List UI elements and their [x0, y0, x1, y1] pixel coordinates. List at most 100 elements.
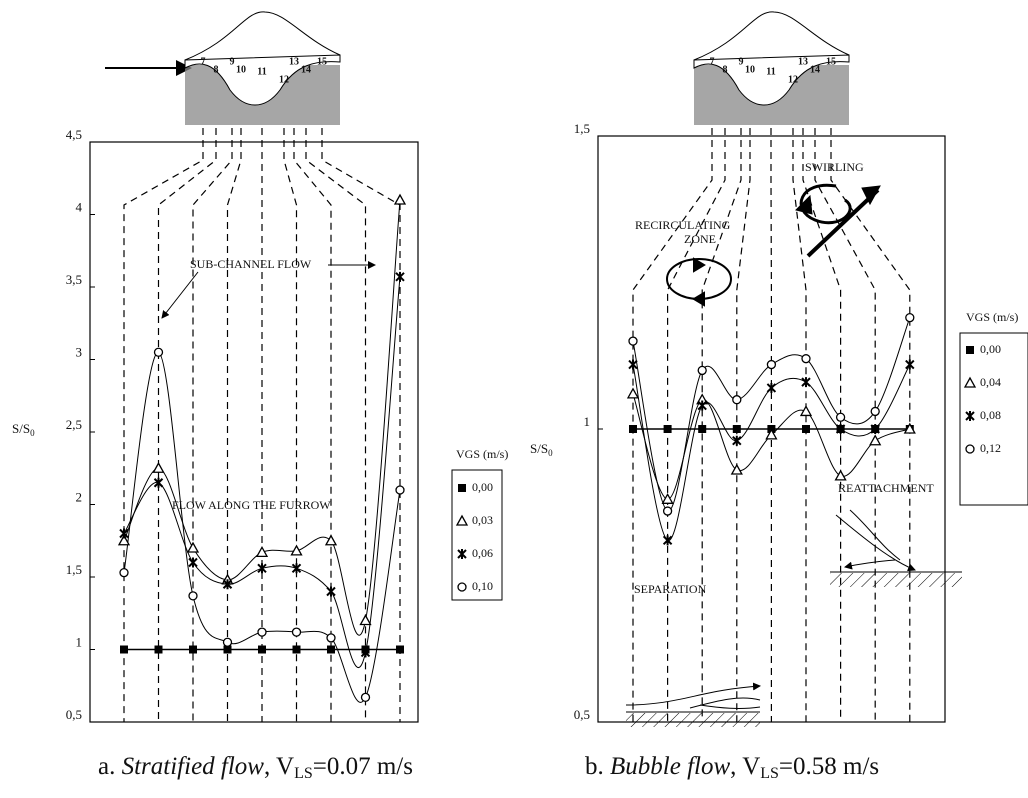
- station-label: 11: [766, 66, 775, 77]
- connector-line: [632, 128, 713, 722]
- y-axis-label: S/S0: [12, 421, 35, 438]
- marker-cross: [801, 377, 811, 388]
- legend-swatch: [966, 346, 974, 354]
- marker-triangle: [661, 492, 674, 504]
- caption-italic: Bubble flow: [610, 753, 730, 780]
- marker-cross: [291, 563, 302, 574]
- station-label: 12: [788, 74, 798, 85]
- annotation: SEPARATION: [634, 582, 707, 596]
- marker-cross: [360, 647, 371, 658]
- connector-line: [192, 128, 233, 722]
- marker-circle: [222, 637, 233, 647]
- marker-triangle: [152, 461, 165, 473]
- marker-square: [154, 645, 163, 654]
- marker-square: [258, 645, 266, 654]
- marker-triangle: [186, 541, 200, 553]
- legend-label: 0,08: [980, 408, 1001, 422]
- marker-cross: [222, 579, 233, 590]
- y-tick-label: 3,5: [66, 272, 82, 287]
- marker-circle: [119, 568, 129, 578]
- marker-cross: [835, 424, 846, 434]
- marker-cross: [119, 528, 129, 539]
- series-line: [632, 393, 910, 500]
- marker-square: [292, 645, 301, 654]
- connector-line: [830, 128, 911, 722]
- connector-line: [802, 128, 842, 722]
- legend-label: 0,12: [980, 441, 1001, 455]
- y-tick-label: 2,5: [66, 417, 82, 432]
- legend-marker: [963, 376, 977, 388]
- legend-marker: [965, 411, 975, 421]
- station-label: 7: [710, 56, 715, 67]
- marker-cross: [395, 271, 405, 282]
- caption-sub: LS: [760, 765, 779, 782]
- station-label: 14: [301, 64, 311, 75]
- caption: b. Bubble flow, VLS=0.58 m/s: [585, 753, 879, 782]
- station-label: 10: [236, 64, 246, 75]
- caption-mid: , V: [264, 753, 294, 780]
- caption-prefix: a.: [98, 753, 122, 780]
- y-tick-label: 4,5: [66, 127, 82, 142]
- connector-line: [293, 128, 332, 722]
- marker-triangle: [730, 463, 743, 475]
- inset-hill: [693, 11, 850, 61]
- marker-square: [802, 425, 810, 433]
- legend-marker: [965, 444, 975, 454]
- marker-triangle: [290, 544, 303, 556]
- connector-line: [736, 128, 751, 722]
- connector-line: [321, 128, 401, 722]
- marker-square: [223, 645, 232, 654]
- y-tick-label: 1,5: [574, 121, 590, 136]
- y-tick-label: 2: [76, 489, 83, 504]
- marker-triangle: [255, 546, 269, 557]
- marker-circle: [905, 313, 915, 323]
- marker-cross: [766, 382, 777, 393]
- marker-cross: [628, 359, 638, 370]
- y-axis-label-main: S/S: [12, 421, 30, 436]
- marker-circle: [188, 591, 198, 601]
- marker-circle: [766, 359, 777, 370]
- legend-marker: [455, 514, 469, 526]
- marker-triangle: [393, 193, 407, 205]
- legend-label: 0,10: [472, 579, 493, 593]
- annotation: REATTACHMENT: [838, 481, 934, 495]
- marker-circle: [697, 365, 707, 376]
- caption-tail: =0.58 m/s: [779, 753, 879, 780]
- y-axis-label: S/S0: [530, 441, 553, 458]
- station-label: 7: [201, 56, 206, 67]
- series-line: [123, 199, 401, 636]
- legend-title: VGS (m/s): [966, 310, 1018, 324]
- caption-italic: Stratified flow: [122, 753, 265, 780]
- marker-square: [663, 425, 672, 433]
- swirl-icon: [795, 183, 881, 258]
- marker-triangle: [869, 434, 882, 446]
- y-axis-label-sub: 0: [548, 448, 553, 458]
- marker-cross: [905, 359, 915, 370]
- station-label: 12: [279, 74, 289, 85]
- marker-square: [629, 425, 637, 433]
- station-label: 8: [723, 64, 728, 75]
- marker-circle: [801, 354, 811, 364]
- marker-circle: [291, 627, 302, 637]
- series-line: [123, 276, 401, 669]
- marker-triangle: [359, 614, 372, 626]
- legend-label: 0,04: [980, 375, 1001, 389]
- marker-square: [732, 425, 741, 433]
- station-label: 15: [317, 56, 327, 67]
- station-label: 8: [214, 64, 219, 75]
- legend-swatch: [457, 582, 467, 592]
- connector-line: [157, 128, 217, 722]
- legend-swatch: [963, 376, 977, 388]
- connector-line: [814, 128, 876, 722]
- y-tick-label: 4: [76, 199, 83, 214]
- legend-swatch: [965, 411, 975, 421]
- legend-swatch: [965, 444, 975, 454]
- inset-furrow: [693, 54, 850, 106]
- station-label: 11: [257, 66, 266, 77]
- marker-circle: [628, 336, 638, 346]
- marker-triangle: [324, 534, 338, 546]
- annotation: SUB-CHANNEL FLOW: [190, 257, 312, 271]
- marker-cross: [188, 557, 198, 568]
